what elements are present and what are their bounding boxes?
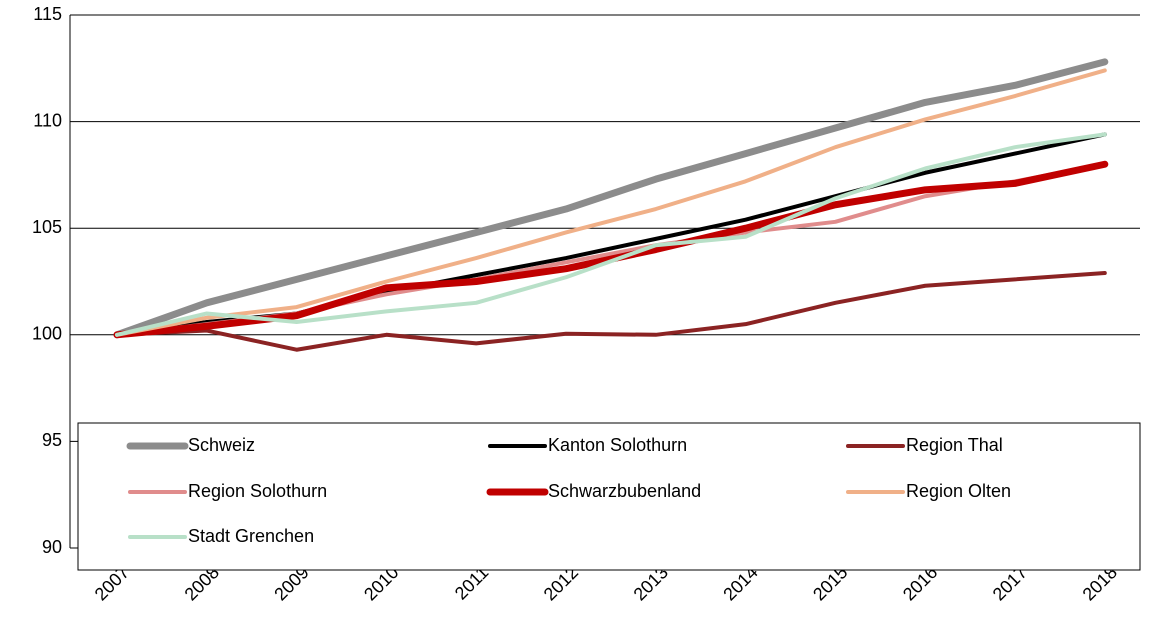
legend-label: Kanton Solothurn (548, 435, 687, 455)
y-tick-label: 100 (32, 324, 62, 344)
series-line (113, 58, 1109, 339)
legend-label: Schwarzbubenland (548, 481, 701, 501)
series-line (115, 68, 1107, 337)
y-tick-label: 105 (32, 217, 62, 237)
legend-label: Schweiz (188, 435, 255, 455)
y-tick-label: 90 (42, 537, 62, 557)
series-line (115, 132, 1107, 337)
y-tick-label: 95 (42, 430, 62, 450)
series-line (113, 160, 1109, 339)
legend-label: Region Thal (906, 435, 1003, 455)
legend: Schweiz Kanton Solothurn Region Thal Region… (77, 422, 1141, 571)
legend-box (77, 422, 1141, 571)
legend-label: Region Solothurn (188, 481, 327, 501)
series-line (115, 270, 1107, 352)
legend-label: Region Olten (906, 481, 1011, 501)
y-tick-label: 110 (33, 110, 62, 130)
series-line (115, 132, 1107, 337)
legend-label: Stadt Grenchen (188, 526, 314, 546)
y-tick-label: 115 (33, 4, 62, 24)
